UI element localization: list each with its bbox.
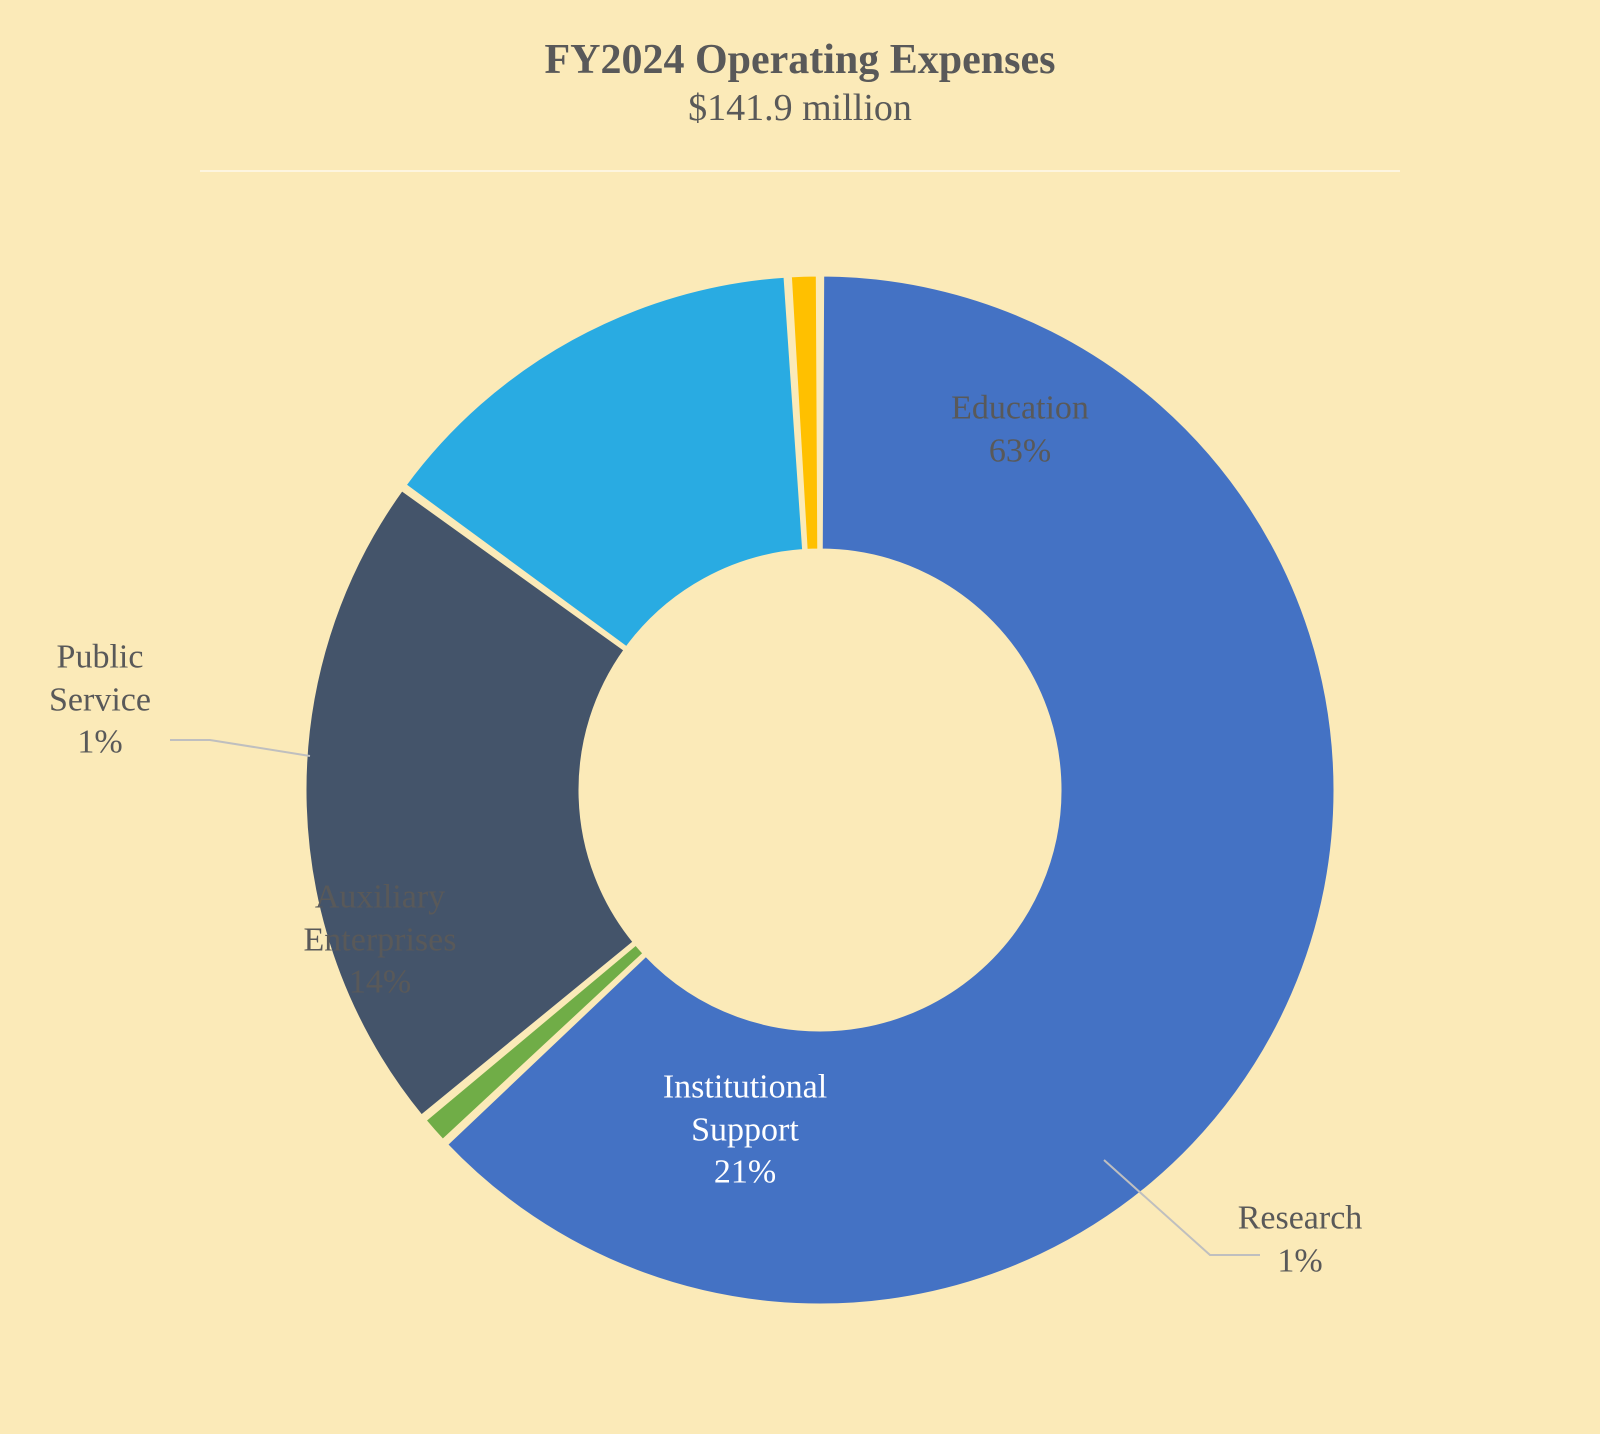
label-research: Research 1% (1238, 1198, 1363, 1283)
label-public-service: Public Service 1% (49, 636, 151, 764)
label-institutional-support: Institutional Support 21% (663, 1066, 827, 1194)
chart-page: FY2024 Operating Expenses $141.9 million… (0, 0, 1600, 1434)
label-auxiliary-enterprises: Auxiliary Enterprises 14% (304, 876, 457, 1004)
label-education: Education 63% (951, 388, 1089, 473)
